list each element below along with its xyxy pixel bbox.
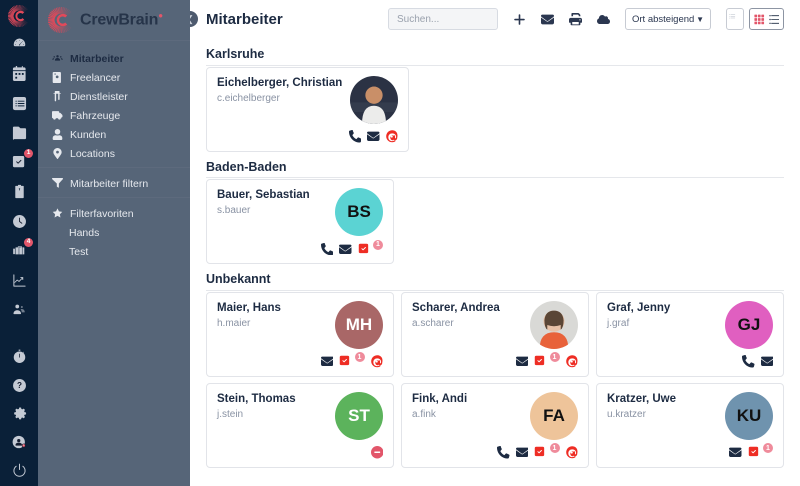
svg-text:?: ? <box>16 380 21 389</box>
svg-text:1: 1 <box>23 445 24 447</box>
